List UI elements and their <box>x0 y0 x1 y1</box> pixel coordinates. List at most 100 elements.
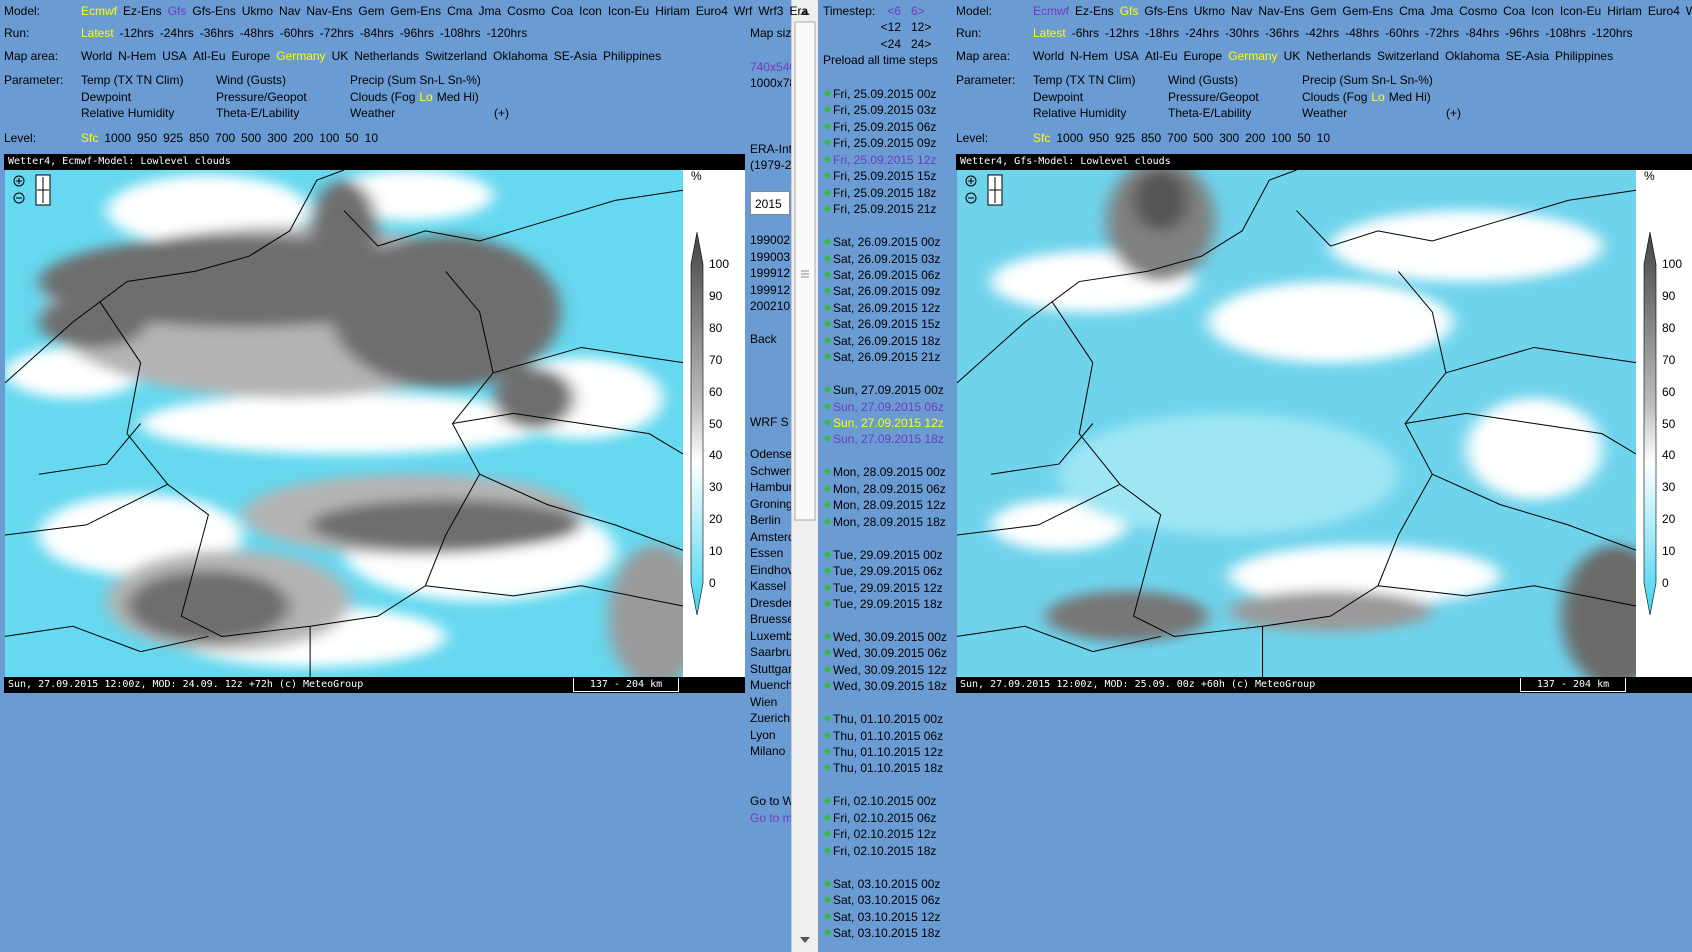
timestep-link[interactable]: Sun, 27.09.2015 12z <box>833 416 944 430</box>
level-link[interactable]: Sfc <box>1033 131 1051 145</box>
map-area-link[interactable]: Switzerland <box>424 49 487 63</box>
parameter-link[interactable]: Theta-E/Lability <box>216 106 300 120</box>
map-area-link[interactable]: UK <box>331 49 349 63</box>
model-link[interactable]: Ukmo <box>241 4 274 18</box>
model-link[interactable]: Wrf3 <box>758 4 784 18</box>
level-link[interactable]: 50 <box>1297 131 1311 145</box>
model-link[interactable]: Ukmo <box>1193 4 1226 18</box>
parameter-link[interactable]: (+) <box>494 106 509 120</box>
goto-link[interactable]: Go to W <box>750 794 791 808</box>
era-date-link[interactable]: 199002 <box>750 233 791 247</box>
timestep-link[interactable]: Thu, 01.10.2015 12z <box>833 745 944 759</box>
timestep-link[interactable]: Sun, 27.09.2015 18z <box>833 432 944 447</box>
model-link[interactable]: Ez-Ens <box>1075 4 1114 18</box>
timestep-link[interactable]: Wed, 30.09.2015 12z <box>833 662 947 677</box>
run-link[interactable]: -12hrs <box>1105 26 1140 40</box>
timestep-link[interactable]: Fri, 25.09.2015 06z <box>833 119 937 134</box>
level-link[interactable]: 950 <box>137 131 158 145</box>
parameter-link[interactable]: Dewpoint <box>1033 90 1084 104</box>
model-link[interactable]: Jma <box>478 4 502 18</box>
level-link[interactable]: Sfc <box>81 131 99 145</box>
map-area-link[interactable]: UK <box>1283 49 1301 63</box>
level-link[interactable]: 950 <box>1089 131 1110 145</box>
run-link[interactable]: -108hrs <box>439 26 481 40</box>
parameter-link[interactable]: Weather <box>1302 106 1348 120</box>
model-link[interactable]: Wrf <box>1685 4 1692 18</box>
run-link[interactable]: -18hrs <box>1145 26 1180 40</box>
map-area-link[interactable]: SE-Asia <box>553 49 598 63</box>
parameter-link[interactable]: Temp (TX TN Clim) <box>81 73 184 87</box>
timestep-link[interactable]: Fri, 25.09.2015 21z <box>833 202 937 217</box>
level-link[interactable]: 10 <box>1316 131 1331 145</box>
timestep-link[interactable]: Sat, 03.10.2015 06z <box>833 893 941 908</box>
timestep-link[interactable]: Wed, 30.09.2015 18z <box>833 679 947 694</box>
model-link[interactable]: Gfs-Ens <box>1144 4 1188 18</box>
era-date-link[interactable]: 199912 <box>750 283 791 297</box>
level-link[interactable]: 300 <box>267 131 288 145</box>
model-link[interactable]: Gfs <box>167 4 187 18</box>
map-area-link[interactable]: Atl-Eu <box>192 49 226 63</box>
model-link[interactable]: Cma <box>447 4 473 18</box>
city-link[interactable]: Milano <box>750 744 786 758</box>
goto-link[interactable]: Go to m <box>750 811 791 825</box>
map-size-link[interactable]: 1000x78 <box>750 76 791 90</box>
city-link[interactable]: Essen <box>750 546 784 560</box>
parameter-link[interactable]: Dewpoint <box>81 90 132 104</box>
timestep-link[interactable]: Tue, 29.09.2015 06z <box>833 564 943 579</box>
run-link[interactable]: -6hrs <box>1071 26 1100 40</box>
level-link[interactable]: 500 <box>241 131 262 145</box>
run-link[interactable]: -120hrs <box>486 26 528 40</box>
level-link[interactable]: 500 <box>1193 131 1214 145</box>
model-link[interactable]: Hirlam <box>1607 4 1642 18</box>
map-area-link[interactable]: Philippines <box>1555 49 1614 63</box>
map-area-link[interactable]: Germany <box>1228 49 1278 63</box>
timestep-link[interactable]: Sat, 26.09.2015 15z <box>833 317 941 332</box>
model-link[interactable]: Icon-Eu <box>607 4 650 18</box>
timestep-link[interactable]: Sun, 27.09.2015 06z <box>833 399 944 414</box>
timestep-link[interactable]: Fri, 25.09.2015 09z <box>833 136 937 151</box>
model-link[interactable]: Gfs-Ens <box>192 4 236 18</box>
timestep-nav[interactable]: <12 <box>880 20 901 34</box>
timestep-link[interactable]: Sat, 03.10.2015 18z <box>833 925 941 940</box>
run-link[interactable]: -96hrs <box>1505 26 1540 40</box>
run-link[interactable]: -120hrs <box>1591 26 1633 40</box>
timestep-link[interactable]: Fri, 02.10.2015 06z <box>833 810 937 825</box>
timestep-link[interactable]: Wed, 30.09.2015 06z <box>833 646 947 661</box>
model-link[interactable]: Gem <box>1310 4 1337 18</box>
parameter-link[interactable]: Wind (Gusts) <box>1168 73 1239 87</box>
model-link[interactable]: Gfs <box>1119 4 1139 18</box>
city-link[interactable]: Berlin <box>750 513 781 527</box>
parameter-link[interactable]: Clouds (Fog <box>1302 90 1368 104</box>
map-area-link[interactable]: Netherlands <box>354 49 419 63</box>
model-link[interactable]: Gem <box>358 4 385 18</box>
city-link[interactable]: Wien <box>750 694 778 709</box>
map-area-link[interactable]: Oklahoma <box>1444 49 1500 63</box>
model-link[interactable]: Wrf <box>733 4 753 18</box>
map-area-link[interactable]: USA <box>162 49 187 63</box>
timestep-link[interactable]: Thu, 01.10.2015 00z <box>833 712 944 727</box>
model-link[interactable]: Euro4 <box>695 4 728 18</box>
timestep-link[interactable]: Sat, 26.09.2015 21z <box>833 350 941 365</box>
map-area-link[interactable]: Oklahoma <box>492 49 548 63</box>
timestep-link[interactable]: Sat, 03.10.2015 00z <box>833 876 941 891</box>
city-link[interactable]: Groning <box>750 496 791 511</box>
era-date-link[interactable]: 199003 <box>750 250 791 264</box>
parameter-link[interactable]: Temp (TX TN Clim) <box>1033 73 1136 87</box>
city-link[interactable]: Hamburg <box>750 480 791 494</box>
city-link[interactable]: Odense <box>750 447 791 461</box>
run-link[interactable]: -24hrs <box>1185 26 1220 40</box>
timestep-link[interactable]: Fri, 25.09.2015 00z <box>833 87 937 101</box>
run-link[interactable]: -72hrs <box>1425 26 1460 40</box>
timestep-link[interactable]: Sat, 26.09.2015 00z <box>833 235 941 250</box>
level-link[interactable]: 850 <box>189 131 210 145</box>
timestep-link[interactable]: Sat, 26.09.2015 12z <box>833 300 941 315</box>
timestep-link[interactable]: Fri, 02.10.2015 18z <box>833 843 937 858</box>
city-link[interactable]: Luxemb <box>750 628 791 643</box>
timestep-nav[interactable]: 12> <box>911 20 932 34</box>
model-link[interactable]: Ez-Ens <box>123 4 162 18</box>
map-area-link[interactable]: Europe <box>231 49 271 63</box>
timestep-nav[interactable]: 6> <box>911 4 925 18</box>
model-link[interactable]: Euro4 <box>1647 4 1680 18</box>
model-link[interactable]: Hirlam <box>655 4 690 18</box>
city-link[interactable]: Lyon <box>750 727 776 742</box>
